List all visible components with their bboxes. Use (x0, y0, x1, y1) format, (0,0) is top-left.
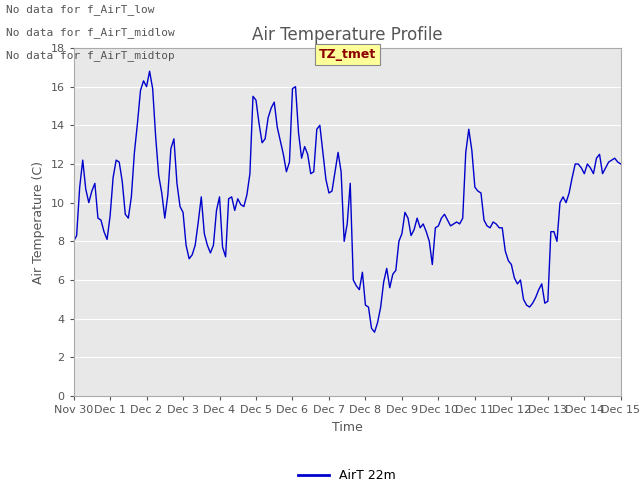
X-axis label: Time: Time (332, 420, 363, 433)
Text: TZ_tmet: TZ_tmet (319, 48, 376, 61)
Legend: AirT 22m: AirT 22m (293, 464, 401, 480)
Text: No data for f_AirT_low: No data for f_AirT_low (6, 4, 155, 15)
Text: No data for f_AirT_midlow: No data for f_AirT_midlow (6, 27, 175, 38)
Y-axis label: Air Temperature (C): Air Temperature (C) (32, 160, 45, 284)
Title: Air Temperature Profile: Air Temperature Profile (252, 25, 442, 44)
Text: No data for f_AirT_midtop: No data for f_AirT_midtop (6, 50, 175, 61)
